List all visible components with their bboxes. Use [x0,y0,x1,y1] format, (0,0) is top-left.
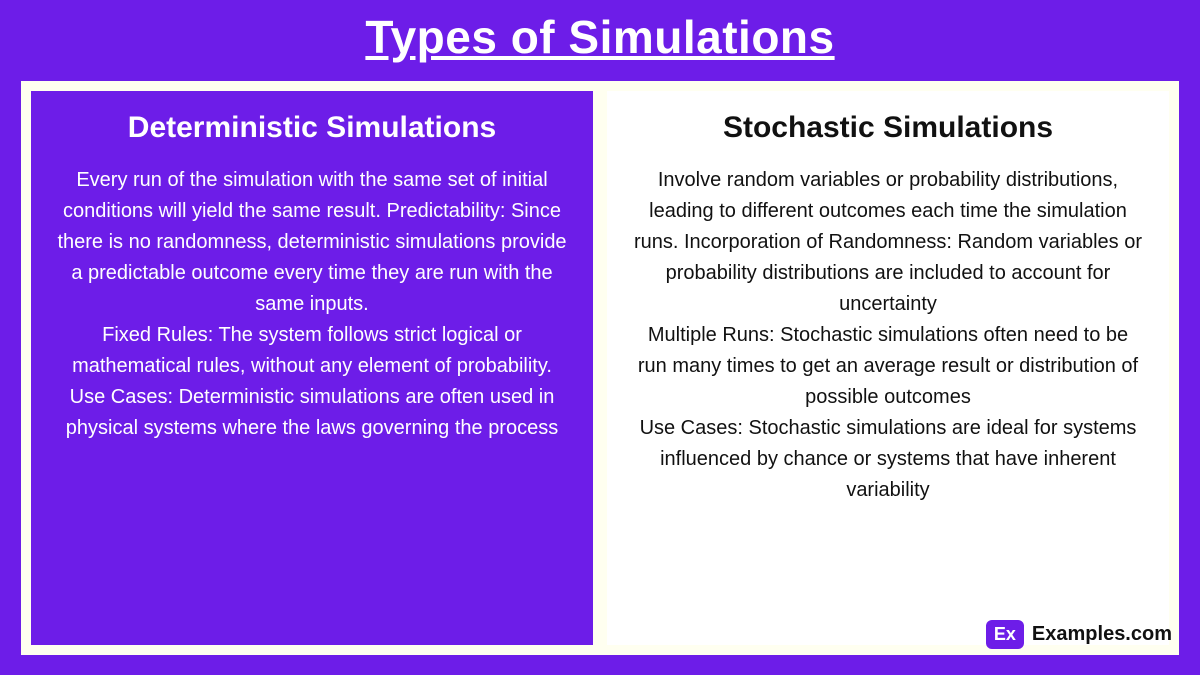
deterministic-card: Deterministic Simulations Every run of t… [31,91,593,645]
content-panel: Deterministic Simulations Every run of t… [18,78,1182,658]
brand-badge: Ex [986,620,1024,649]
brand-footer: Ex Examples.com [986,620,1172,649]
outer-frame: Types of Simulations Deterministic Simul… [0,0,1200,675]
deterministic-heading: Deterministic Simulations [55,111,569,145]
stochastic-body: Involve random variables or probability … [631,165,1145,506]
stochastic-heading: Stochastic Simulations [631,111,1145,145]
brand-text: Examples.com [1032,623,1172,646]
deterministic-body: Every run of the simulation with the sam… [55,165,569,444]
stochastic-card: Stochastic Simulations Involve random va… [607,91,1169,645]
page-title: Types of Simulations [18,0,1182,78]
